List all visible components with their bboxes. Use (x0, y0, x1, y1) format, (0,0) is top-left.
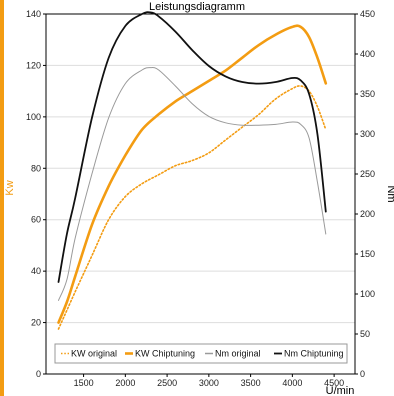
legend: KW original KW Chiptuning Nm original Nm Ch… (54, 343, 348, 364)
right-tick-label-7: 350 (360, 89, 375, 99)
chart-title: Leistungsdiagramm (149, 1, 245, 13)
left-axis-ticks: 0 20 40 60 80 100 120 140 (26, 9, 46, 379)
right-tick-label-9: 450 (360, 9, 375, 19)
left-tick-label-3: 60 (31, 215, 41, 225)
series-line-kw-chiptuning (57, 24, 328, 324)
right-tick-label-1: 50 (360, 329, 370, 339)
right-tick-label-3: 150 (360, 249, 375, 259)
series-line-nm-chiptuning (57, 11, 327, 283)
x-tick-label-4: 3500 (241, 378, 261, 388)
left-accent-bar (0, 0, 4, 396)
left-axis-title: Kw (4, 180, 16, 195)
series-line-nm-original (58, 67, 327, 301)
left-tick-label-1: 20 (31, 318, 41, 328)
right-tick-label-8: 400 (360, 49, 375, 59)
series-lines (57, 11, 328, 330)
x-axis-ticks: 1500 2000 2500 3000 3500 4000 4500 (74, 374, 344, 388)
left-tick-label-7: 140 (26, 9, 41, 19)
right-axis-title: Nm (385, 185, 394, 202)
right-tick-label-5: 250 (360, 169, 375, 179)
x-axis-title: U/min (326, 385, 355, 396)
x-tick-label-3: 3000 (199, 378, 219, 388)
right-tick-label-4: 200 (360, 209, 375, 219)
x-tick-label-1: 2000 (115, 378, 135, 388)
legend-label-3: Nm Chiptuning (284, 349, 344, 359)
right-tick-label-6: 300 (360, 129, 375, 139)
left-tick-label-4: 80 (31, 163, 41, 173)
x-tick-label-2: 2500 (157, 378, 177, 388)
series-line-kw-original (57, 85, 327, 330)
legend-label-0: KW original (71, 349, 117, 359)
left-tick-label-0: 0 (36, 369, 41, 379)
right-tick-label-2: 100 (360, 289, 375, 299)
left-tick-label-5: 100 (26, 112, 41, 122)
right-tick-label-0: 0 (360, 369, 365, 379)
right-axis-ticks: 0 50 100 150 200 250 300 350 400 450 (355, 9, 375, 379)
left-tick-label-6: 120 (26, 60, 41, 70)
x-tick-label-0: 1500 (74, 378, 94, 388)
plot-frame (45, 13, 356, 375)
legend-label-2: Nm original (215, 349, 261, 359)
grid-lines (46, 64, 355, 324)
left-tick-label-2: 40 (31, 266, 41, 276)
x-tick-label-6: 4500 (324, 378, 344, 388)
x-tick-label-5: 4000 (282, 378, 302, 388)
legend-box (54, 343, 348, 364)
legend-label-1: KW Chiptuning (135, 349, 195, 359)
